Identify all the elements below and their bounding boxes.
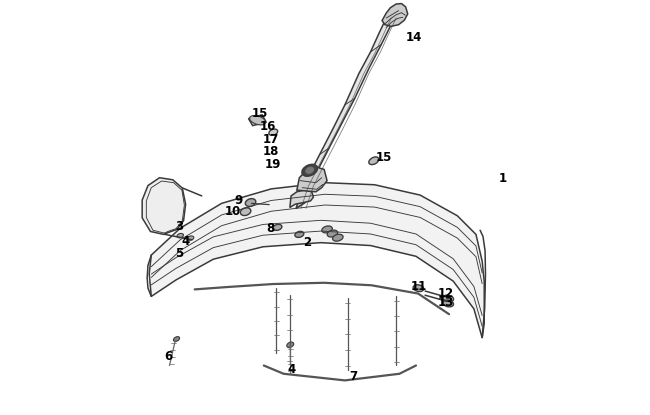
Polygon shape	[290, 190, 313, 208]
Ellipse shape	[327, 230, 338, 237]
Ellipse shape	[369, 157, 379, 165]
Text: 10: 10	[225, 205, 241, 218]
Ellipse shape	[174, 337, 179, 342]
Text: 15: 15	[252, 107, 268, 120]
Ellipse shape	[295, 231, 304, 237]
Ellipse shape	[443, 300, 454, 307]
Polygon shape	[142, 178, 186, 234]
Ellipse shape	[306, 167, 314, 173]
Text: 2: 2	[303, 236, 311, 249]
Text: 15: 15	[376, 151, 392, 164]
Ellipse shape	[250, 115, 266, 125]
Text: 12: 12	[437, 287, 454, 300]
Text: 9: 9	[235, 193, 243, 207]
Ellipse shape	[322, 226, 332, 233]
Polygon shape	[296, 11, 398, 208]
Text: 19: 19	[265, 158, 281, 171]
Ellipse shape	[443, 295, 454, 302]
Ellipse shape	[302, 164, 318, 176]
Polygon shape	[150, 183, 484, 338]
Text: 7: 7	[349, 370, 358, 383]
Ellipse shape	[333, 234, 343, 241]
Text: 13: 13	[437, 296, 454, 309]
Ellipse shape	[273, 225, 282, 230]
Ellipse shape	[287, 342, 294, 348]
Text: 6: 6	[164, 350, 173, 363]
Polygon shape	[297, 167, 327, 192]
Text: 4: 4	[287, 363, 295, 376]
Ellipse shape	[240, 208, 251, 215]
Ellipse shape	[187, 236, 194, 240]
Ellipse shape	[245, 199, 256, 206]
Text: 16: 16	[260, 120, 276, 133]
Text: 14: 14	[406, 31, 422, 44]
Ellipse shape	[177, 234, 183, 238]
Text: 18: 18	[262, 145, 279, 158]
Text: 4: 4	[181, 235, 189, 248]
Polygon shape	[382, 4, 408, 26]
Text: 17: 17	[263, 133, 279, 146]
Text: 3: 3	[176, 220, 183, 233]
Polygon shape	[248, 115, 266, 126]
Ellipse shape	[269, 129, 278, 135]
Ellipse shape	[413, 285, 424, 292]
Text: 11: 11	[411, 281, 428, 293]
Text: 1: 1	[499, 172, 507, 185]
Text: 8: 8	[266, 222, 274, 234]
Text: 5: 5	[176, 247, 183, 260]
